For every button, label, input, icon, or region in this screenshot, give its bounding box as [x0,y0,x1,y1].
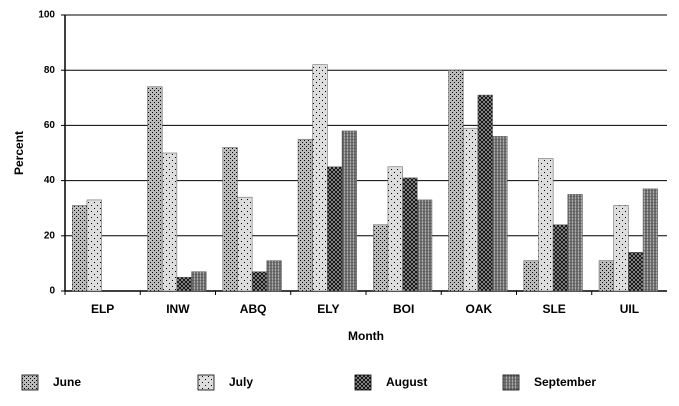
legend-label: June [53,375,81,389]
bar [297,138,313,292]
bar [552,224,569,292]
bar [327,166,343,292]
x-tick-label: BOI [393,302,414,316]
legend-label: July [229,375,253,389]
y-tick-label: 100 [38,10,55,21]
bar [312,64,328,292]
bar [373,224,389,292]
bar [72,205,88,292]
bar [462,127,479,292]
x-tick-label: UIL [620,302,639,316]
bar [266,260,282,292]
bar [417,199,433,292]
x-tick-label: INW [166,302,190,316]
y-axis-label: Percent [12,131,26,175]
bar [176,276,192,292]
bar [492,136,508,292]
bar [477,94,493,292]
legend-swatch [197,374,215,391]
legend-label: September [534,375,596,389]
bar [387,166,403,292]
bar [567,194,583,292]
legend-label: August [386,375,427,389]
y-tick-label: 20 [44,230,56,241]
x-tick-label: ELY [317,302,339,316]
bar [161,152,178,292]
bar [251,271,268,292]
y-tick-label: 80 [44,65,56,76]
bar [642,188,658,292]
bar [222,147,238,292]
bar [523,260,539,292]
x-tick-label: ELP [91,302,114,316]
bar [538,158,554,292]
legend-swatch [354,374,372,391]
x-tick-label: OAK [466,302,493,316]
y-tick-label: 40 [44,175,56,186]
bar [147,86,163,292]
bar [191,271,207,292]
legend-swatch [21,374,39,391]
x-tick-label: SLE [542,302,565,316]
x-tick-label: ABQ [240,302,267,316]
bar [341,130,357,292]
bar [613,205,629,292]
legend-swatch [502,374,520,391]
bar [402,177,418,292]
x-axis-label: Month [348,329,384,343]
y-tick-label: 60 [44,120,56,131]
bar [628,252,644,292]
bar [598,260,614,292]
bar [448,69,464,292]
bar [237,196,253,292]
y-tick-label: 0 [49,286,55,297]
bar [86,199,102,292]
